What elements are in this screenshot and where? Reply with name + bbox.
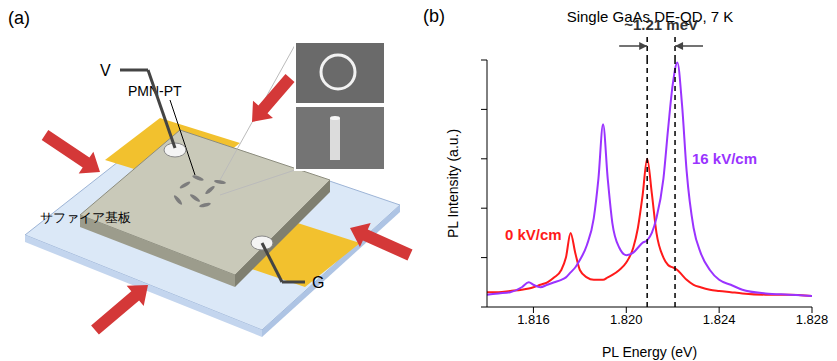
- svg-text:V: V: [100, 62, 111, 79]
- svg-text:PL Energy (eV): PL Energy (eV): [602, 344, 697, 360]
- svg-text:1.816: 1.816: [517, 312, 550, 327]
- svg-text:~1.21 meV: ~1.21 meV: [624, 16, 698, 33]
- svg-text:1.824: 1.824: [703, 312, 736, 327]
- svg-text:1.828: 1.828: [796, 312, 829, 327]
- svg-text:PL Intensity (a.u.): PL Intensity (a.u.): [445, 129, 461, 238]
- svg-text:G: G: [312, 274, 324, 291]
- svg-text:1.820: 1.820: [610, 312, 643, 327]
- svg-text:(a): (a): [8, 8, 30, 28]
- svg-text:サファイア基板: サファイア基板: [40, 210, 131, 225]
